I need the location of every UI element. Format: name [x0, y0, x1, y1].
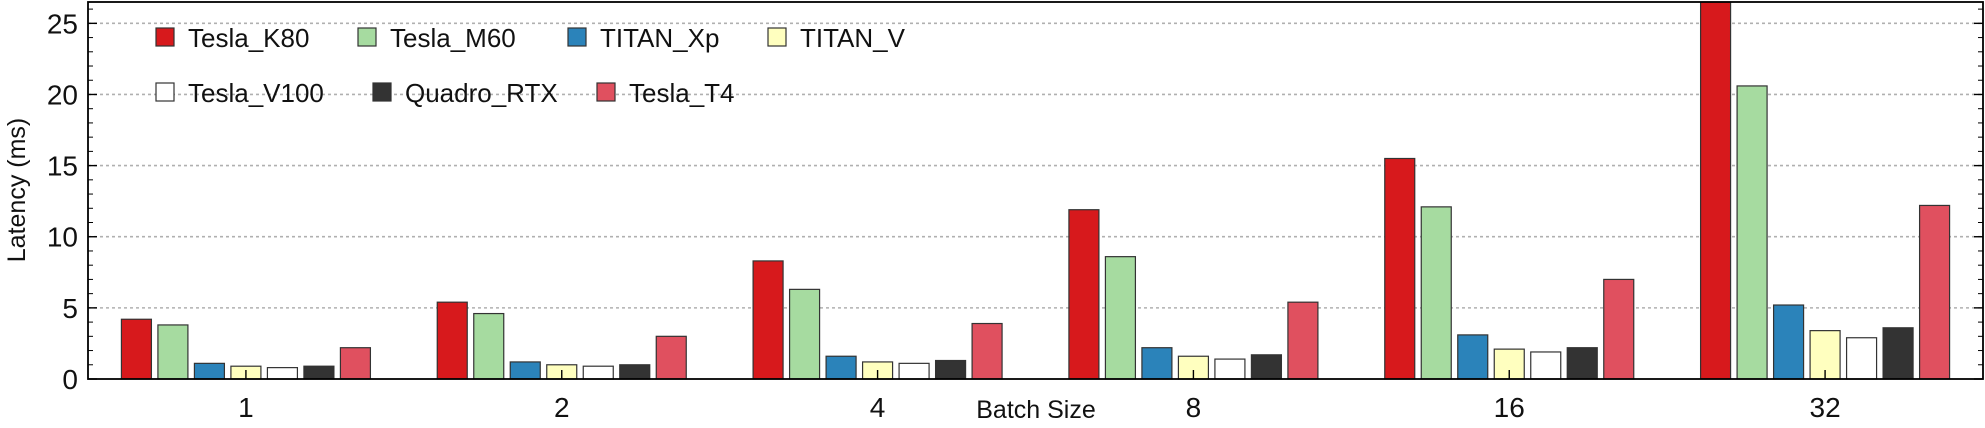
x-axis-title: Batch Size: [976, 396, 1096, 424]
axes: 0 5 10 15 20 25 1 2 4 8 16 32: [47, 1, 1984, 423]
legend-label: Tesla_K80: [188, 23, 309, 53]
bar-titan-xp: [193, 362, 226, 380]
legend-label: TITAN_V: [800, 23, 906, 53]
bar-quadro-rtx: [934, 359, 967, 380]
bar-tesla-m60: [1104, 256, 1137, 380]
bar-tesla-v100: [1214, 358, 1246, 380]
x-tick-label: 16: [1494, 392, 1525, 423]
legend: Tesla_K80 Tesla_M60 TITAN_Xp TITAN_V Tesla_V…: [155, 23, 906, 108]
bar-tesla-t4: [655, 335, 687, 380]
x-tick-label: 8: [1186, 392, 1202, 423]
y-tick-label: 15: [47, 151, 78, 182]
legend-label: TITAN_Xp: [600, 23, 719, 53]
legend-label: Tesla_T4: [629, 78, 735, 108]
bars: [120, 1, 1951, 380]
legend-swatch: [155, 82, 175, 102]
legend-swatch: [155, 27, 175, 47]
y-axis-title: Latency (ms): [3, 118, 31, 262]
bar-tesla-v100: [582, 365, 614, 380]
plot-frame: [87, 1, 1984, 380]
bar-tesla-k80: [120, 318, 153, 380]
legend-swatch: [357, 27, 377, 47]
bar-quadro-rtx: [303, 365, 335, 380]
bar-quadro-rtx: [1250, 354, 1283, 380]
bar-tesla-t4: [1918, 204, 1951, 380]
bar-tesla-v100: [898, 362, 930, 380]
legend-swatch: [767, 27, 787, 47]
x-tick-label: 2: [554, 392, 570, 423]
bar-tesla-m60: [1736, 85, 1768, 380]
bar-tesla-k80: [752, 260, 784, 380]
x-tick-label: 1: [238, 392, 254, 423]
bar-tesla-m60: [1420, 206, 1452, 380]
gridlines: [88, 22, 1983, 309]
legend-label: Tesla_M60: [390, 23, 516, 53]
bar-titan-xp: [825, 355, 857, 380]
bar-titan-xp: [1141, 347, 1173, 380]
y-tick-label: 0: [62, 364, 78, 395]
legend-swatch: [567, 27, 587, 47]
bar-titan-xp: [509, 361, 541, 380]
bar-tesla-k80: [1384, 157, 1416, 380]
bar-tesla-m60: [473, 312, 505, 380]
x-tick-label: 32: [1810, 392, 1841, 423]
x-tick-label: 4: [870, 392, 886, 423]
bar-quadro-rtx: [619, 364, 651, 380]
y-tick-label: 10: [47, 222, 78, 253]
bar-tesla-k80: [1699, 1, 1732, 380]
legend-label: Tesla_V100: [188, 78, 324, 108]
bar-titan-xp: [1772, 304, 1805, 380]
bar-quadro-rtx: [1882, 327, 1914, 380]
bar-tesla-k80: [436, 301, 468, 380]
y-tick-label: 20: [47, 79, 78, 110]
legend-swatch: [596, 82, 616, 102]
bar-tesla-t4: [1603, 278, 1635, 380]
bar-tesla-v100: [266, 367, 299, 380]
legend-label: Quadro_RTX: [405, 78, 558, 108]
bar-tesla-k80: [1068, 209, 1100, 380]
y-tick-label: 25: [47, 8, 78, 39]
bar-tesla-t4: [971, 322, 1003, 380]
bar-quadro-rtx: [1566, 347, 1598, 380]
bar-tesla-v100: [1845, 337, 1878, 380]
bar-tesla-t4: [339, 347, 372, 380]
bar-titan-xp: [1457, 334, 1489, 380]
y-tick-label: 5: [62, 293, 78, 324]
bar-tesla-v100: [1530, 351, 1562, 380]
bar-tesla-m60: [788, 288, 821, 380]
bar-tesla-m60: [157, 324, 189, 380]
bar-tesla-t4: [1287, 301, 1319, 380]
legend-swatch: [372, 82, 392, 102]
